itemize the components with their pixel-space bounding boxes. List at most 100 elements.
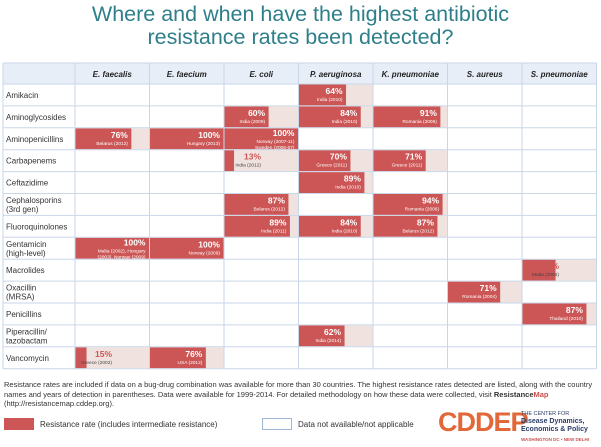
row-label: (MRSA)	[6, 293, 35, 302]
rate-value: 94%	[422, 196, 439, 206]
rate-note: India (2010)	[335, 185, 361, 191]
rate-note: Thailand (2010)	[549, 316, 583, 322]
brand-highlight: Map	[533, 389, 549, 399]
rate-bar	[373, 150, 426, 172]
rate-bar	[299, 172, 365, 193]
rate-value: 89%	[344, 174, 361, 184]
rate-value: 84%	[340, 108, 357, 118]
row-label: tazobactam	[6, 336, 48, 345]
rate-note: Romania (2006)	[402, 119, 437, 125]
rate-note: Romania (2006)	[405, 207, 440, 213]
rate-value: 60%	[248, 108, 265, 118]
rate-note: Malta (2006)	[532, 272, 559, 278]
rate-cell-bg	[75, 347, 149, 369]
rate-bar	[75, 347, 87, 369]
rate-value: 84%	[340, 217, 357, 227]
rate-value: 45%	[542, 261, 559, 271]
rate-bar	[373, 215, 438, 237]
rate-bar	[150, 128, 224, 150]
rate-value: 76%	[185, 349, 202, 359]
resistance-table: E. faecalis E. faecium E. coli P. aeruginos…	[2, 62, 597, 370]
rate-bar	[522, 259, 556, 281]
rate-bar	[224, 106, 269, 128]
legend-swatch-resistance	[4, 418, 34, 430]
rate-bar	[224, 150, 235, 172]
cddep-logo-text: THE CENTER FOR Disease Dynamics, Economi…	[521, 410, 588, 434]
rate-note: India (2011)	[261, 228, 287, 234]
rate-bar	[373, 194, 443, 215]
legend-swatch-na	[262, 418, 292, 430]
rate-bar	[224, 194, 289, 215]
resistancemap-brand: ResistanceMap	[494, 390, 549, 399]
legend-label-resistance: Resistance rate (includes intermediate r…	[40, 420, 218, 429]
logo-line-1: THE CENTER FOR	[521, 411, 570, 417]
title-line-1: Where and when have the highest antibiot…	[91, 2, 510, 26]
rate-value: 15%	[95, 349, 112, 359]
rate-note: Greece (2002)	[81, 360, 112, 366]
brand-main: Resistance	[493, 389, 534, 399]
resistancemap-link[interactable]: (http://resistancemap.cddep.org).	[4, 399, 115, 408]
rate-bar	[75, 237, 149, 259]
row-label: Cephalosporins	[6, 196, 62, 205]
column-header: S. pneumoniae	[531, 70, 588, 79]
row-label: Fluoroquinolones	[6, 222, 67, 231]
rate-value: 100%	[198, 239, 220, 249]
column-header: E. coli	[249, 70, 273, 79]
rate-bar	[373, 106, 441, 128]
rate-bar	[224, 128, 298, 150]
rate-value: 62%	[324, 327, 341, 337]
rate-note: Norway (2009)	[189, 250, 221, 256]
rate-value: 100%	[124, 237, 146, 247]
row-label: Oxacillin	[6, 284, 36, 293]
rate-note: Malta (2002), Hungary	[98, 248, 146, 254]
rate-note: Romania (2004)	[462, 294, 497, 300]
row-label: Carbapenems	[6, 157, 56, 166]
rate-value: 87%	[417, 217, 434, 227]
rate-note: USA (2012)	[178, 360, 203, 366]
column-header: S. aureus	[467, 70, 504, 79]
rate-bar	[299, 215, 361, 237]
rate-note: Greece (2011)	[316, 163, 347, 169]
rate-value: 76%	[111, 130, 128, 140]
rate-value: 71%	[405, 152, 422, 162]
rate-note: India (2010)	[332, 228, 358, 234]
rate-value: 100%	[273, 128, 295, 138]
row-label: Gentamicin	[6, 240, 46, 249]
cddep-logo: CDDEP	[438, 407, 529, 437]
rate-value: 87%	[566, 305, 583, 315]
rate-note: Greece (2011)	[392, 163, 423, 169]
row-label: Macrolides	[6, 266, 45, 275]
rate-note: India (2009)	[239, 119, 265, 125]
rate-note: Belarus (2012)	[253, 207, 285, 213]
title-line-2: resistance rates been detected?	[147, 25, 454, 49]
rate-bar	[150, 347, 206, 369]
rate-value: 71%	[480, 283, 497, 293]
rate-value: 87%	[268, 196, 285, 206]
footnote: Resistance rates are included if data on…	[4, 380, 598, 409]
rate-note: India (2012)	[235, 163, 261, 169]
column-header: E. faecium	[167, 70, 207, 79]
row-label: (3rd gen)	[6, 205, 39, 214]
row-label: Ceftazidime	[6, 179, 49, 188]
row-label: Aminoglycosides	[6, 113, 66, 122]
rate-value: 91%	[420, 108, 437, 118]
rate-note: Hungary (2013)	[187, 141, 221, 147]
row-label: Amikacin	[6, 91, 38, 100]
legend-label-na: Data not available/not applicable	[298, 420, 414, 429]
rate-note: Belarus (2012)	[96, 141, 128, 147]
rate-value: 64%	[326, 86, 343, 96]
rate-bar	[448, 281, 501, 303]
column-header: K. pneumoniae	[382, 70, 440, 79]
row-label: (high-level)	[6, 249, 46, 258]
rate-note: India (2010)	[332, 119, 358, 125]
logo-line-3: Economics & Policy	[521, 426, 588, 433]
row-label: Vancomycin	[6, 354, 49, 363]
rate-note: (2003), Norway (2009)	[98, 254, 146, 260]
rate-bar	[75, 128, 132, 150]
table-header-bg	[3, 63, 597, 84]
rate-note: India (2014)	[315, 338, 341, 344]
rate-note: Norway (2007-11)	[256, 139, 294, 145]
rate-bar	[522, 303, 587, 325]
rate-bar	[299, 106, 361, 128]
rate-note: Belarus (2012)	[402, 228, 434, 234]
